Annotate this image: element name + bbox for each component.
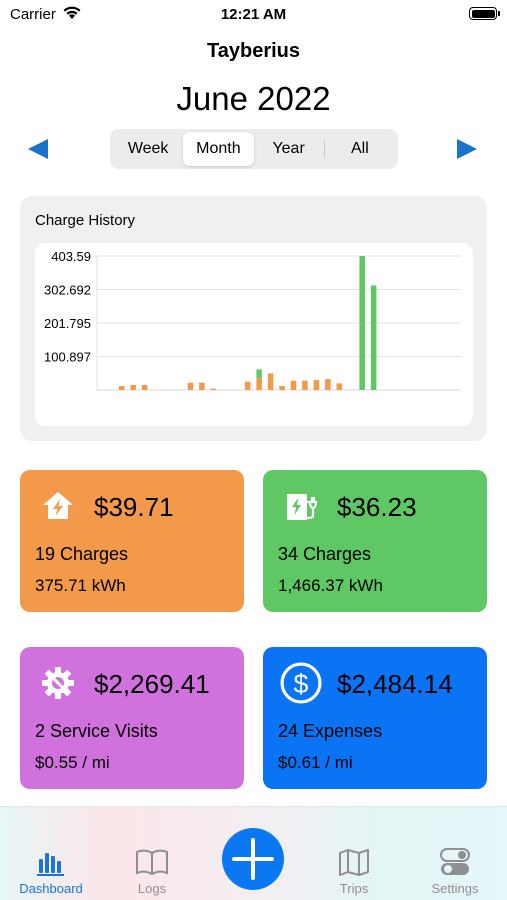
y-tick-label: 100.897: [44, 350, 91, 365]
bar-chart-icon: [37, 853, 64, 876]
public-charging-count: 34 Charges: [278, 544, 372, 564]
public-charging-energy: 1,466.37 kWh: [278, 576, 383, 595]
tab-settings-label: Settings: [431, 881, 479, 896]
home-charge-bar: [325, 379, 331, 390]
tab-dashboard[interactable]: Dashboard: [6, 847, 96, 896]
plus-icon: [232, 838, 274, 880]
battery-icon: [469, 7, 500, 20]
home-charge-bar: [256, 377, 262, 390]
expenses-amount: $2,484.14: [337, 669, 453, 699]
expenses-count: 24 Expenses: [278, 721, 383, 741]
svg-text:$: $: [294, 669, 309, 699]
segment-divider: [323, 140, 325, 158]
home-charging-icon: [43, 492, 73, 519]
tab-logs-label: Logs: [137, 881, 167, 896]
tab-settings[interactable]: Settings: [410, 847, 500, 896]
public-charging-icon: [287, 494, 318, 520]
home-charge-bar: [267, 373, 274, 390]
period-segmented-control: Week Month Year All: [110, 129, 398, 169]
home-charge-bar: [130, 385, 136, 390]
expenses-cost-per-mile: $0.61 / mi: [278, 753, 353, 772]
segment-week[interactable]: Week: [127, 140, 169, 157]
tab-trips-label: Trips: [339, 881, 369, 896]
y-tick-label: 201.795: [44, 316, 91, 331]
public-charging-amount: $36.23: [337, 492, 417, 522]
home-charging-count: 19 Charges: [35, 544, 129, 564]
home-charge-bar: [290, 380, 297, 390]
segment-month[interactable]: Month: [183, 132, 254, 166]
nav-title: Tayberius: [207, 40, 300, 62]
y-tick-label: 302.692: [44, 283, 91, 298]
segment-year[interactable]: Year: [272, 140, 305, 157]
map-icon: [339, 849, 369, 876]
charge-history-chart: 403.59 302.692 201.795 100.897: [44, 249, 461, 391]
charge-history-card: Charge History 403.59 302.692 201.795 100.8…: [20, 196, 487, 441]
home-charging-amount: $39.71: [94, 492, 174, 522]
wifi-icon: [63, 6, 81, 19]
home-charge-bar: [244, 381, 251, 390]
previous-period-arrow-icon[interactable]: [26, 137, 50, 161]
tab-logs[interactable]: Logs: [107, 847, 197, 896]
home-charge-bar: [141, 385, 148, 390]
dollar-circle-icon: $: [280, 662, 322, 704]
home-charging-tile[interactable]: $39.71 19 Charges 375.71 kWh: [20, 470, 244, 612]
next-period-arrow-icon[interactable]: [455, 137, 479, 161]
public-charge-bar: [370, 285, 377, 390]
home-charge-bar: [199, 382, 205, 390]
service-amount: $2,269.41: [94, 669, 210, 699]
home-charge-bar: [119, 386, 125, 390]
status-bar: Carrier 12:21 AM: [0, 0, 507, 30]
add-button[interactable]: [222, 828, 284, 890]
service-tile[interactable]: $2,269.41 2 Service Visits $0.55 / mi: [20, 647, 244, 789]
chart-title: Charge History: [35, 212, 136, 229]
home-charge-bar: [313, 380, 320, 390]
public-charge-bar: [359, 256, 365, 390]
status-time: 12:21 AM: [220, 6, 287, 23]
service-gear-icon: [42, 667, 74, 699]
home-charge-bar: [336, 383, 343, 390]
toggle-icon: [440, 848, 470, 875]
tab-trips[interactable]: Trips: [309, 847, 399, 896]
service-cost-per-mile: $0.55 / mi: [35, 753, 110, 772]
home-charge-bar: [210, 388, 217, 390]
segment-all[interactable]: All: [350, 140, 369, 157]
public-charge-bar: [256, 369, 262, 378]
y-tick-label: 403.59: [51, 249, 91, 264]
tab-bar: Dashboard Logs Trips Settings: [0, 806, 507, 900]
home-charge-bar: [187, 382, 194, 390]
chart-area: 403.59 302.692 201.795 100.897: [35, 243, 473, 426]
service-visits: 2 Service Visits: [35, 721, 158, 741]
home-charge-bar: [279, 386, 285, 390]
tab-dashboard-label: Dashboard: [19, 881, 83, 896]
carrier-label: Carrier: [10, 6, 56, 23]
expenses-tile[interactable]: $ $2,484.14 24 Expenses $0.61 / mi: [263, 647, 487, 789]
book-icon: [136, 849, 168, 876]
home-charge-bar: [302, 380, 308, 390]
period-title: June 2022: [176, 80, 331, 117]
home-charging-energy: 375.71 kWh: [35, 576, 126, 595]
public-charging-tile[interactable]: $36.23 34 Charges 1,466.37 kWh: [263, 470, 487, 612]
